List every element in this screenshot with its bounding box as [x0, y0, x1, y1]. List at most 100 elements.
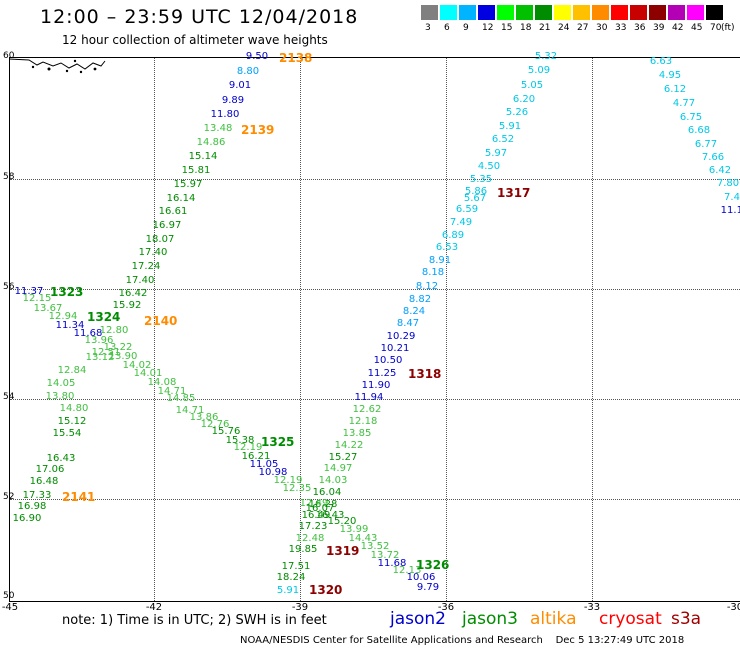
legend-swatch [516, 5, 533, 20]
swh-reading: 11.25 [367, 368, 397, 379]
swh-reading: 17.33 [22, 490, 52, 501]
legend-swatch [668, 5, 685, 20]
legend-label: 6 [444, 23, 450, 33]
swh-reading: 16.42 [118, 288, 148, 299]
swh-reading: 11.18 [720, 205, 740, 216]
swh-reading: 12.19 [273, 475, 303, 486]
swh-reading: 12.62 [352, 404, 382, 415]
legend-swatch [421, 5, 438, 20]
swh-reading: 13.90 [108, 351, 138, 362]
swh-reading: 11.34 [55, 320, 85, 331]
swh-reading: 12.13 [392, 565, 422, 576]
swh-reading: 5.91 [498, 121, 522, 132]
swh-reading: 5.97 [484, 148, 508, 159]
credit-line: NOAA/NESDIS Center for Satellite Applica… [240, 635, 684, 646]
swh-reading: 12.35 [282, 483, 312, 494]
swh-reading: 13.86 [189, 412, 219, 423]
legend-swatch [478, 5, 495, 20]
swh-reading: 13.52 [360, 541, 390, 552]
legend-swatch [592, 5, 609, 20]
swh-reading: 6.63 [649, 56, 673, 67]
swh-reading: 10.29 [386, 331, 416, 342]
swh-reading: 16.90 [12, 513, 42, 524]
swh-reading: 14.43 [348, 533, 378, 544]
swh-reading: 4.50 [477, 161, 501, 172]
swh-reading: 4.95 [658, 70, 682, 81]
swh-reading: 16.43 [315, 510, 345, 521]
swh-reading: 6.20 [512, 94, 536, 105]
lat-label: 58 [3, 172, 15, 182]
swh-reading: 12.49 [299, 498, 329, 509]
orbit-label: 1320 [309, 583, 343, 597]
lon-label: -30 [726, 602, 740, 613]
legend-label: 15 [501, 23, 513, 33]
swh-reading: 5.05 [520, 80, 544, 91]
swh-reading: 11.37 [14, 286, 44, 297]
grid-line-lon [300, 58, 301, 601]
swh-reading: 13.12 [85, 352, 115, 363]
swh-reading: 8.91 [428, 255, 452, 266]
swh-reading: 7.49 [449, 217, 473, 228]
swh-reading: 10.50 [373, 355, 403, 366]
swh-reading: 13.85 [342, 428, 372, 439]
swh-reading: 8.18 [421, 267, 445, 278]
swh-reading: 15.20 [327, 516, 357, 527]
legend-swatch [687, 5, 704, 20]
satellite-label: jason3 [462, 609, 518, 629]
coastline-greenland [9, 58, 106, 74]
swh-reading: 18.07 [145, 234, 175, 245]
swh-reading: 5.86 [464, 186, 488, 197]
swh-reading: 14.05 [46, 378, 76, 389]
swh-reading: 14.71 [157, 386, 187, 397]
swh-reading: 8.12 [415, 281, 439, 292]
legend-swatch [706, 5, 723, 20]
swh-reading: 15.38 [225, 435, 255, 446]
swh-reading: 16.21 [241, 451, 271, 462]
legend-label: 33 [615, 23, 627, 33]
legend-unit: (ft) [721, 23, 735, 33]
swh-reading: 16.04 [312, 487, 342, 498]
grid-line-lat [10, 499, 740, 500]
legend-swatch [649, 5, 666, 20]
satellite-label: jason2 [390, 609, 446, 629]
legend-swatch [630, 5, 647, 20]
swh-reading: 6.89 [441, 230, 465, 241]
satellite-label: cryosat [599, 609, 662, 629]
swh-reading: 5.35 [469, 174, 493, 185]
satellite-label: s3a [671, 609, 702, 629]
orbit-label: 1318 [408, 367, 442, 381]
swh-reading: 4.77 [672, 98, 696, 109]
orbit-label: 1324 [87, 310, 121, 324]
orbit-label: 1326 [416, 558, 450, 572]
swh-reading: 17.06 [35, 464, 65, 475]
legend-swatch [497, 5, 514, 20]
swh-reading: 6.68 [687, 125, 711, 136]
orbit-label: 1323 [50, 285, 84, 299]
swh-reading: 17.40 [138, 247, 168, 258]
swh-reading: 5.91 [276, 585, 300, 596]
swh-reading: 14.03 [318, 475, 348, 486]
legend-swatch [459, 5, 476, 20]
swh-reading: 16.14 [166, 193, 196, 204]
swh-reading: 14.80 [59, 403, 89, 414]
grid-line-lat [10, 289, 740, 290]
orbit-label: 1319 [326, 544, 360, 558]
swh-reading: 15.27 [328, 452, 358, 463]
swh-reading: 8.24 [402, 306, 426, 317]
swh-reading: 14.85 [166, 393, 196, 404]
swh-reading: 11.90 [361, 380, 391, 391]
swh-reading: 17.24 [131, 261, 161, 272]
map-frame [9, 57, 740, 602]
swh-reading: 7.4 [724, 192, 740, 203]
lon-label: -39 [291, 602, 309, 613]
legend-label: 3 [425, 23, 431, 33]
swh-reading: 14.97 [323, 463, 353, 474]
lat-label: 54 [3, 392, 15, 402]
swh-reading: 17.23 [298, 521, 328, 532]
swh-reading: 14.71 [175, 405, 205, 416]
swh-reading: 8.82 [408, 294, 432, 305]
swh-reading: 12.76 [200, 419, 230, 430]
swh-reading: 7.66 [701, 152, 725, 163]
orbit-label: 1317 [497, 186, 531, 200]
satellite-label: altika [530, 609, 577, 629]
